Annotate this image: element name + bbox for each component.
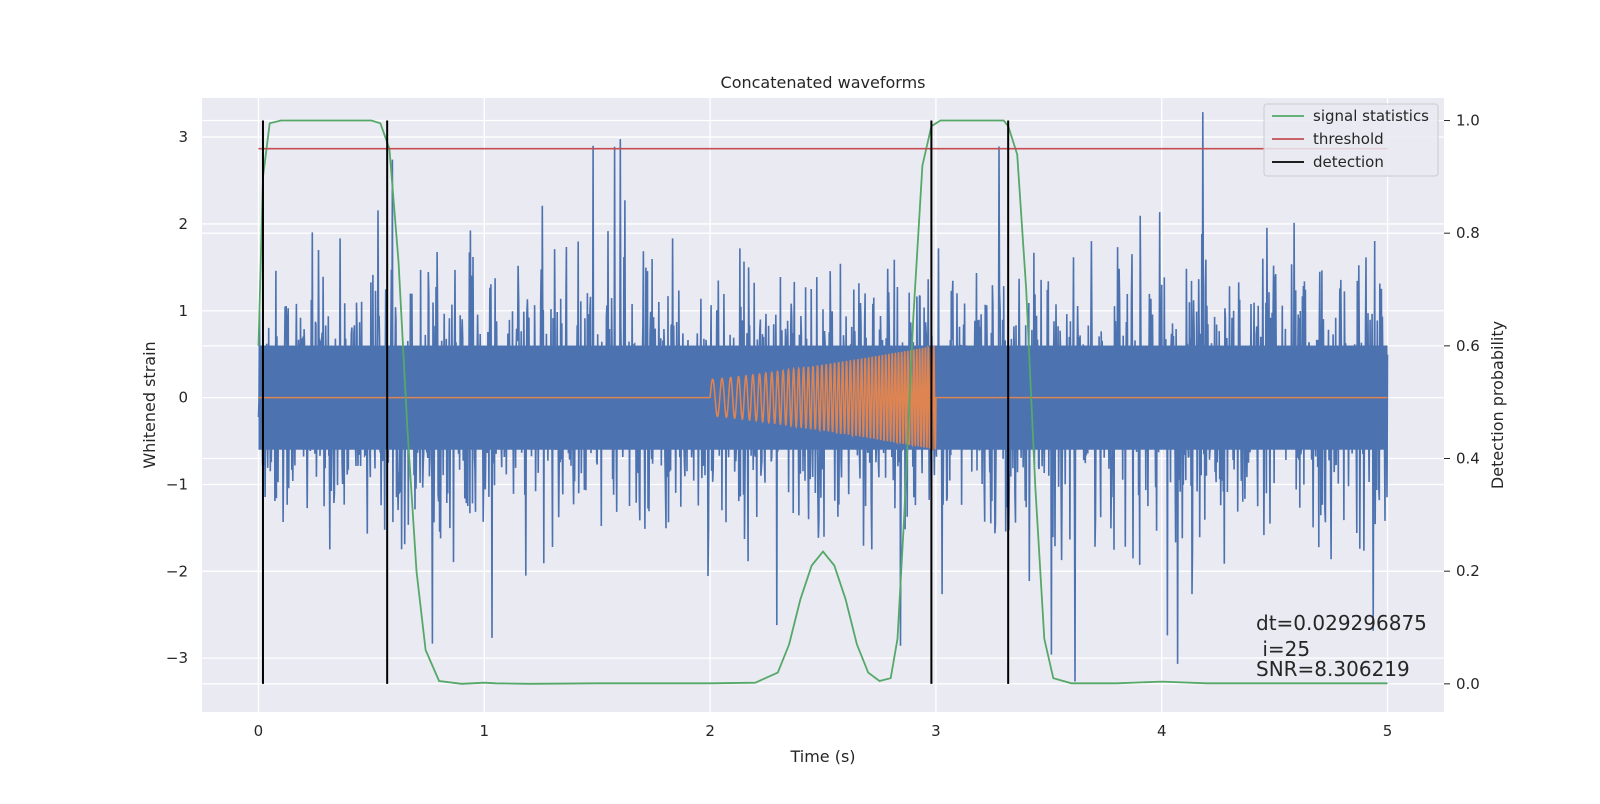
chart-title: Concatenated waveforms bbox=[721, 73, 926, 92]
axes: 0 1 2 3 4 5 3 2 1 0 −1 −2 −3 1.0 0.8 0.6 0.4 0.2 0.0 bbox=[166, 112, 1480, 740]
annotation-dt: dt=0.029296875 bbox=[1256, 611, 1427, 635]
y2-tick-label: 0.8 bbox=[1456, 224, 1480, 242]
y-tick-label: 0 bbox=[178, 389, 188, 407]
y-tick-label: −3 bbox=[166, 649, 188, 667]
annotations: dt=0.029296875 i=25 SNR=8.306219 bbox=[1256, 611, 1427, 681]
y2-tick-label: 1.0 bbox=[1456, 112, 1480, 130]
legend-label-threshold: threshold bbox=[1313, 130, 1384, 148]
y2-tick-label: 0.4 bbox=[1456, 450, 1480, 468]
x-tick-label: 5 bbox=[1383, 722, 1393, 740]
data-layer bbox=[257, 112, 1389, 685]
y2-tick-label: 0.0 bbox=[1456, 675, 1480, 693]
series-signal-statistics bbox=[257, 119, 1388, 685]
y2-tick-label: 0.6 bbox=[1456, 337, 1480, 355]
x-axis-label: Time (s) bbox=[789, 747, 855, 766]
annotation-i: i=25 bbox=[1256, 637, 1310, 661]
y-tick-label: −2 bbox=[166, 562, 188, 580]
x-tick-label: 2 bbox=[705, 722, 715, 740]
y-tick-label: 2 bbox=[178, 215, 188, 233]
annotation-snr: SNR=8.306219 bbox=[1256, 657, 1410, 681]
y2-tick-label: 0.2 bbox=[1456, 562, 1480, 580]
y-axis-label: Whitened strain bbox=[140, 341, 159, 468]
legend-box bbox=[1263, 103, 1439, 177]
x-tick-label: 3 bbox=[931, 722, 941, 740]
y-tick-label: −1 bbox=[166, 475, 188, 493]
legend-label-signal-statistics: signal statistics bbox=[1313, 107, 1429, 125]
x-tick-label: 0 bbox=[254, 722, 264, 740]
legend-label-detection: detection bbox=[1313, 153, 1384, 171]
y-tick-label: 3 bbox=[178, 128, 188, 146]
series-chirp-signal bbox=[258, 344, 1388, 452]
y-tick-label: 1 bbox=[178, 302, 188, 320]
x-tick-label: 4 bbox=[1157, 722, 1167, 740]
legend: signal statistics threshold detection bbox=[1263, 103, 1439, 177]
x-tick-label: 1 bbox=[479, 722, 489, 740]
y2-axis-label: Detection probability bbox=[1488, 321, 1507, 489]
